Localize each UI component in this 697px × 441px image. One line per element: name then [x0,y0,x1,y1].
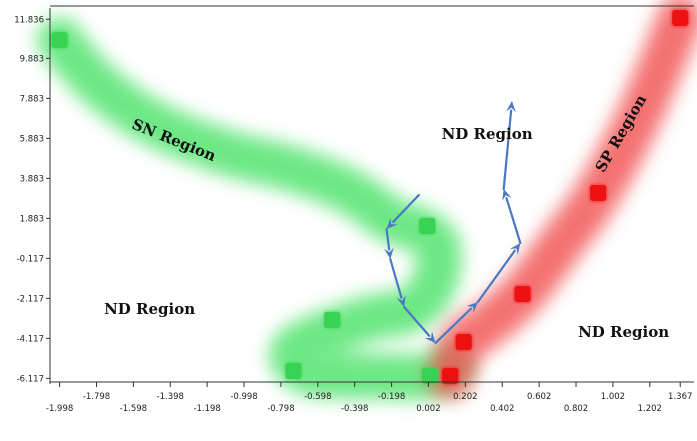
x-tick-label: -0.998 [230,392,257,402]
data-point-series1 [324,312,341,328]
x-tick-label: -1.598 [120,404,147,414]
arrowhead [509,243,521,255]
axes: 11.836 9.883 7.883 5.883 3.883 1.883 -0.117 -2.… [14,5,694,414]
x-tick-label: 1.202 [638,404,662,414]
arrow-segment [476,249,516,304]
arrow-segment [434,307,473,345]
x-tick-label: -0.598 [304,392,331,402]
x-tick-label: 0.802 [564,404,588,414]
y-tick-label: -0.117 [17,254,44,264]
arrowhead [386,217,398,229]
x-tick-label: 1.002 [601,392,625,402]
arrowhead [466,302,478,314]
arrow-segment [392,193,420,224]
arrow-segment [403,305,431,337]
region-label: ND Region [442,125,533,143]
x-tick-label: 0.602 [527,392,551,402]
data-point-series2 [514,286,531,302]
x-tick-label: 0.402 [490,404,514,414]
x-tick-label: 1.367 [668,392,692,402]
arrow-segment [385,227,391,251]
data-markers [50,9,690,385]
x-tick-label: 0.202 [453,392,477,402]
arrowhead [506,101,516,113]
x-tick-label: -0.398 [341,404,368,414]
arrow-segment [389,257,403,299]
x-tick-label: -1.198 [193,404,220,414]
arrow-segment [505,197,522,245]
data-point-series2 [672,10,689,26]
y-tick-label: -2.117 [17,294,44,304]
y-tick-label: 1.883 [20,214,44,224]
y-tick-label: 7.883 [20,94,44,104]
data-point-series1 [285,363,302,379]
region-label: ND Region [104,300,195,318]
y-tick-label: -6.117 [17,374,44,384]
region-band-core-1 [48,29,462,388]
arrowhead [384,247,394,259]
y-tick-label: -4.117 [17,334,44,344]
y-tick-label: 9.883 [20,54,44,64]
data-point-series1 [419,218,436,234]
data-point-series2 [442,368,459,384]
region-label: ND Region [578,323,669,341]
arrowhead [424,331,436,343]
data-point-series2 [455,334,472,350]
y-tick-label: 5.883 [20,134,44,144]
data-point-series1 [51,32,68,48]
data-point-series2 [590,185,607,201]
x-tick-label: 0.002 [416,404,440,414]
arrowhead [502,189,512,201]
x-tick-label: -1.998 [46,404,73,414]
arrowhead [396,295,406,307]
x-tick-label: -1.798 [83,392,110,402]
x-tick-label: -0.198 [378,392,405,402]
x-tick-label: -1.398 [157,392,184,402]
data-point-series1 [421,368,438,384]
x-tick-label: -0.798 [267,404,294,414]
y-tick-label: 11.836 [14,15,44,25]
trajectory-arrows [384,101,522,345]
arrow-segment [502,109,513,191]
y-tick-label: 3.883 [20,174,44,184]
